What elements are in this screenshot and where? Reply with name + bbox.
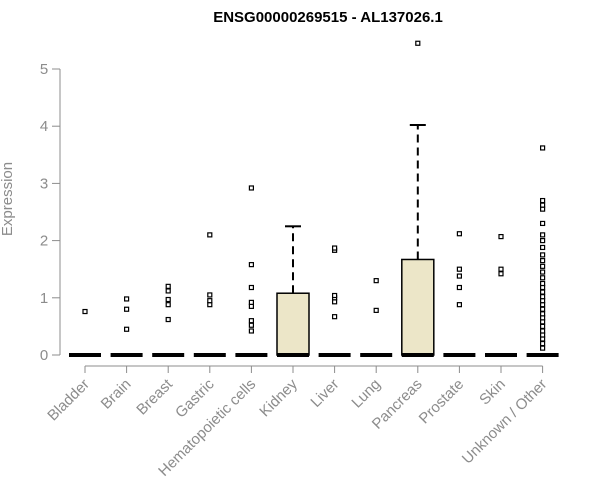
outlier-11-19 — [539, 258, 546, 264]
outlier-1-1 — [123, 306, 130, 312]
box-8 — [401, 40, 435, 357]
box-5 — [276, 225, 310, 357]
box-10 — [485, 233, 517, 357]
y-tick-label-3: 3 — [40, 175, 48, 192]
outlier-11-20 — [539, 252, 546, 258]
outlier-4-4 — [248, 299, 254, 305]
outlier-11-14 — [539, 284, 546, 291]
outlier-11-18 — [539, 263, 546, 269]
outlier-11-26 — [539, 202, 546, 208]
box-11 — [526, 145, 559, 357]
box-body-5 — [276, 292, 310, 356]
box-body-8 — [401, 258, 435, 356]
y-tick-label-1: 1 — [40, 290, 48, 307]
outlier-1-2 — [123, 296, 130, 302]
y-tick-label-4: 4 — [40, 118, 48, 135]
outlier-4-7 — [248, 185, 254, 191]
outlier-4-1 — [248, 322, 254, 328]
box-6 — [318, 245, 351, 357]
outlier-11-9 — [539, 306, 546, 312]
outlier-11-4 — [539, 328, 546, 334]
outlier-9-3 — [456, 266, 462, 272]
outlier-4-6 — [248, 262, 254, 268]
outlier-6-3 — [332, 292, 338, 299]
outlier-2-3 — [165, 288, 171, 294]
box-3 — [193, 232, 226, 357]
outlier-11-22 — [539, 238, 546, 244]
x-tick-label-7: Lung — [348, 376, 384, 412]
outlier-11-27 — [539, 197, 546, 204]
outlier-11-12 — [539, 294, 546, 300]
outlier-6-0 — [332, 314, 338, 320]
x-tick-label-6: Liver — [307, 376, 342, 411]
outlier-2-0 — [165, 316, 171, 323]
outlier-11-21 — [539, 244, 546, 251]
outlier-11-13 — [539, 289, 546, 295]
x-tick-label-2: Breast — [133, 375, 176, 418]
outlier-4-3 — [248, 303, 254, 309]
y-tick-label-5: 5 — [40, 61, 48, 78]
outlier-9-0 — [456, 302, 462, 308]
x-tick-label-1: Brain — [98, 376, 135, 413]
outlier-11-28 — [539, 145, 546, 151]
outlier-11-6 — [539, 319, 546, 325]
x-tick-label-5: Kidney — [256, 375, 301, 420]
outlier-11-5 — [539, 323, 546, 329]
outlier-11-11 — [539, 298, 546, 304]
outlier-11-25 — [539, 206, 546, 212]
outlier-6-1 — [332, 299, 338, 305]
y-axis-label: Expression — [0, 162, 16, 236]
outlier-2-1 — [165, 302, 171, 308]
chart-title: ENSG00000269515 - AL137026.1 — [213, 9, 443, 26]
outlier-1-0 — [123, 326, 130, 332]
outlier-11-16 — [539, 275, 546, 281]
box-9 — [443, 231, 476, 357]
outlier-4-2 — [248, 318, 254, 324]
box-0 — [69, 308, 101, 357]
outlier-11-2 — [539, 336, 546, 342]
outlier-11-24 — [539, 220, 546, 227]
outlier-9-1 — [456, 284, 462, 291]
outlier-4-5 — [248, 284, 254, 291]
outlier-3-0 — [207, 302, 213, 308]
outlier-3-2 — [207, 292, 213, 298]
outlier-2-2 — [165, 296, 171, 303]
outlier-11-10 — [539, 302, 546, 308]
outlier-11-1 — [539, 340, 546, 347]
outlier-3-1 — [207, 298, 213, 304]
y-axis: 0 1 2 3 4 5 — [40, 61, 61, 364]
outlier-11-0 — [539, 345, 546, 351]
box-4 — [235, 185, 268, 357]
box-1 — [110, 296, 143, 357]
outlier-7-0 — [373, 307, 379, 313]
x-tick-label-0: Bladder — [44, 376, 93, 425]
x-tick-label-9: Prostate — [416, 376, 468, 428]
outlier-11-15 — [539, 280, 546, 287]
outlier-9-4 — [456, 231, 462, 237]
outlier-7-1 — [373, 278, 379, 284]
outlier-10-1 — [498, 266, 504, 272]
outlier-10-2 — [498, 233, 504, 240]
outlier-6-5 — [332, 245, 338, 251]
outlier-10-0 — [498, 271, 504, 277]
outlier-8-0 — [415, 40, 421, 46]
outlier-2-4 — [165, 283, 171, 289]
box-2 — [152, 283, 185, 357]
outlier-4-0 — [248, 328, 254, 334]
outlier-11-7 — [539, 315, 546, 321]
outlier-11-23 — [539, 232, 546, 238]
outlier-0-0 — [82, 308, 88, 315]
box-7 — [360, 278, 393, 357]
outlier-3-3 — [207, 232, 213, 238]
outlier-11-8 — [539, 311, 546, 317]
x-tick-label-10: Skin — [476, 376, 509, 409]
y-tick-label-0: 0 — [40, 347, 48, 364]
boxes-layer — [69, 40, 559, 357]
outlier-11-3 — [539, 332, 546, 338]
outlier-9-2 — [456, 273, 462, 279]
y-tick-label-2: 2 — [40, 233, 48, 250]
outlier-11-17 — [539, 269, 546, 275]
